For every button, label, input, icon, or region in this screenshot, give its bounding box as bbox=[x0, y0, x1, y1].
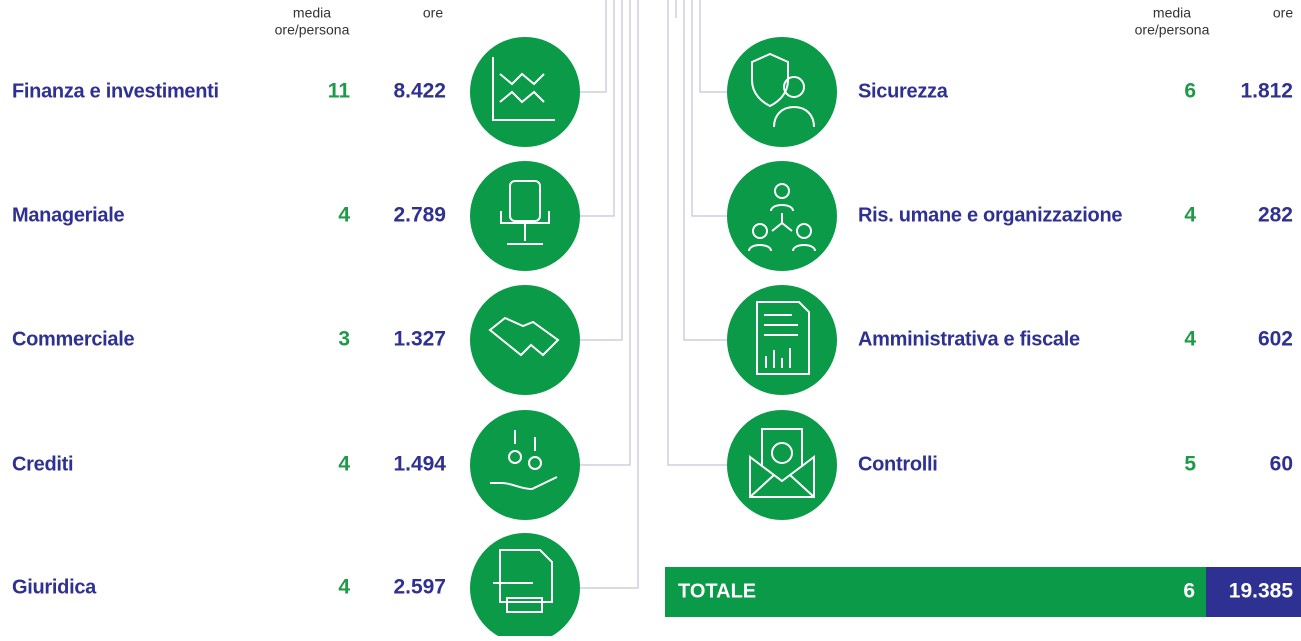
row-ore: 1.494 bbox=[393, 453, 446, 476]
icon-circle bbox=[470, 410, 580, 520]
row-name: Giuridica bbox=[12, 576, 97, 598]
row-name: Sicurezza bbox=[858, 80, 949, 102]
icon-circle bbox=[470, 37, 580, 147]
icon bbox=[751, 52, 815, 128]
total-bar-hours bbox=[1206, 567, 1301, 617]
icon bbox=[488, 316, 560, 357]
total-bar bbox=[665, 567, 1206, 617]
header-media: media bbox=[293, 5, 331, 21]
icon-line bbox=[749, 428, 815, 498]
row-media: 4 bbox=[338, 453, 350, 476]
icon-line bbox=[490, 430, 558, 491]
icon bbox=[493, 549, 553, 613]
icon-line bbox=[783, 76, 805, 98]
icon bbox=[492, 57, 555, 121]
icon bbox=[748, 183, 816, 252]
row-ore: 2.789 bbox=[393, 204, 446, 227]
icon-circle bbox=[727, 37, 837, 147]
row-ore: 60 bbox=[1270, 453, 1293, 476]
header-media: media bbox=[1153, 5, 1191, 21]
row-media: 11 bbox=[328, 80, 351, 103]
row-ore: 1.327 bbox=[393, 328, 446, 351]
connector bbox=[580, 0, 607, 93]
connector bbox=[580, 0, 615, 217]
row-media: 6 bbox=[1184, 80, 1196, 103]
row-media: 5 bbox=[1184, 453, 1196, 476]
icon-line bbox=[752, 223, 768, 239]
icon-line bbox=[748, 244, 772, 252]
row-media: 4 bbox=[1184, 204, 1196, 227]
row-name: Manageriale bbox=[12, 204, 124, 226]
icon bbox=[756, 301, 810, 375]
row-name: Finanza e investimenti bbox=[12, 80, 219, 102]
connector bbox=[580, 0, 623, 341]
icon-line bbox=[528, 456, 542, 470]
connector bbox=[667, 0, 727, 466]
row-name: Controlli bbox=[858, 453, 938, 475]
icon-line bbox=[796, 223, 812, 239]
connector bbox=[580, 0, 639, 589]
row-name: Crediti bbox=[12, 453, 73, 475]
icon bbox=[490, 430, 558, 491]
icon bbox=[500, 180, 550, 245]
header-ore: ore bbox=[1273, 5, 1293, 21]
total-media: 6 bbox=[1183, 580, 1195, 603]
icon-line bbox=[770, 204, 794, 212]
connector bbox=[580, 0, 631, 466]
header-ore: ore bbox=[423, 5, 443, 21]
row-ore: 2.597 bbox=[393, 576, 446, 599]
row-ore: 1.812 bbox=[1240, 80, 1293, 103]
icon-line bbox=[771, 213, 793, 232]
icon-line bbox=[509, 180, 541, 222]
total-label: TOTALE bbox=[678, 580, 756, 602]
icon bbox=[749, 428, 815, 498]
icon-line bbox=[488, 316, 560, 357]
row-media: 3 bbox=[338, 328, 350, 351]
header-media-unit: ore/persona bbox=[275, 22, 350, 38]
icon-circle bbox=[470, 161, 580, 271]
icon-line bbox=[774, 183, 790, 199]
row-name: Commerciale bbox=[12, 328, 134, 350]
icon-line bbox=[773, 105, 815, 128]
row-ore: 282 bbox=[1258, 204, 1293, 227]
connector bbox=[683, 0, 727, 341]
header-media-unit: ore/persona bbox=[1135, 22, 1210, 38]
row-media: 4 bbox=[338, 204, 350, 227]
icon-circle bbox=[727, 410, 837, 520]
row-media: 4 bbox=[1184, 328, 1196, 351]
row-name: Ris. umane e organizzazione bbox=[858, 204, 1122, 226]
connector bbox=[699, 0, 727, 93]
icon-circle bbox=[470, 285, 580, 395]
connector bbox=[691, 0, 727, 217]
total-ore: 19.385 bbox=[1229, 580, 1294, 603]
icon-circle bbox=[470, 533, 580, 641]
icon-line bbox=[756, 301, 810, 375]
row-name: Amministrativa e fiscale bbox=[858, 328, 1080, 350]
row-media: 4 bbox=[338, 576, 350, 599]
icon-line bbox=[771, 442, 793, 464]
icon-line bbox=[500, 211, 550, 245]
icon-line bbox=[493, 549, 553, 613]
icon-line bbox=[492, 57, 555, 121]
icon-line bbox=[792, 244, 816, 252]
icon-line bbox=[508, 450, 522, 464]
row-ore: 8.422 bbox=[393, 80, 446, 103]
row-ore: 602 bbox=[1258, 328, 1293, 351]
